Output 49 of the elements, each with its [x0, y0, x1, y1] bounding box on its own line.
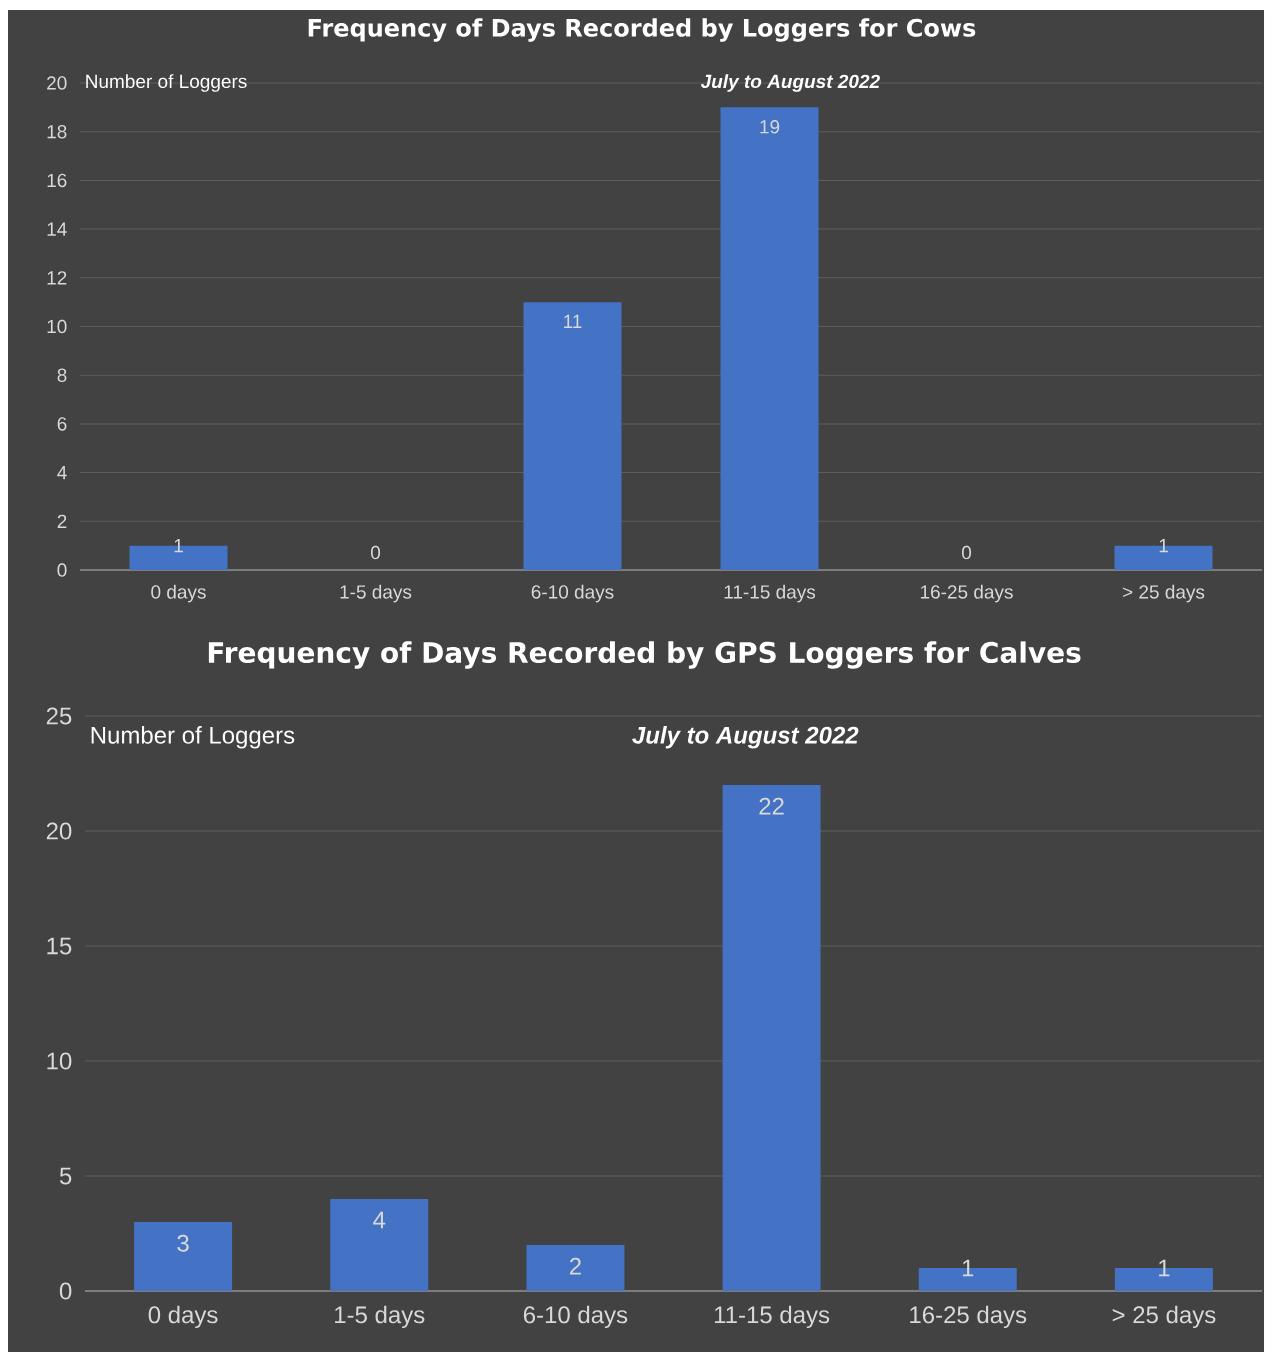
y-tick-label: 16 [47, 173, 67, 188]
x-tick-label: 11-15 days [724, 584, 816, 603]
data-label: 0 [370, 545, 381, 560]
y-tick-label: 8 [57, 368, 67, 382]
data-label: 11 [564, 314, 582, 328]
y-tick-label: 18 [47, 124, 67, 139]
y-tick-label: 25 [46, 707, 72, 725]
y-axis-title: Number of Loggers [91, 726, 295, 749]
chart-title: Frequency of Days Recorded by GPS Loggers for Calves [208, 641, 1081, 669]
x-tick-label: 16-25 days [920, 584, 1013, 603]
bar [134, 1222, 233, 1292]
bar [722, 785, 821, 1292]
y-tick-label: 15 [47, 937, 72, 955]
y-axis-title: Number of Loggers [86, 74, 247, 92]
y-tick-label: 6 [57, 417, 67, 431]
y-tick-label: 0 [57, 563, 67, 577]
y-tick-label: 2 [57, 514, 67, 528]
x-tick-label: > 25 days [1122, 584, 1205, 603]
y-tick-label: 14 [47, 222, 67, 236]
y-tick-label: 20 [46, 822, 72, 840]
y-tick-label: 0 [59, 1282, 72, 1300]
x-tick-label: 16-25 days [910, 1305, 1027, 1329]
bar [330, 1199, 429, 1292]
data-label: 22 [759, 797, 784, 815]
x-tick-label: 6-10 days [523, 1305, 628, 1329]
bar [720, 107, 819, 571]
x-tick-label: 0 days [151, 584, 206, 603]
x-tick-label: 1-5 days [335, 1305, 425, 1329]
data-label: 0 [961, 545, 972, 560]
chart-subtitle: July to August 2022 [700, 74, 880, 92]
y-tick-label: 20 [47, 76, 67, 90]
y-tick-label: 5 [59, 1167, 72, 1185]
y-tick-label: 10 [47, 1052, 72, 1070]
data-label: 2 [569, 1257, 581, 1275]
x-tick-label: 0 days [148, 1305, 218, 1329]
x-tick-label: 11-15 days [714, 1305, 830, 1329]
y-tick-label: 12 [47, 271, 67, 285]
chart-subtitle: July to August 2022 [632, 726, 859, 749]
bar [523, 302, 622, 571]
bar [526, 1245, 625, 1292]
x-tick-label: > 25 days [1112, 1305, 1216, 1329]
x-tick-label: 1-5 days [340, 584, 412, 603]
x-tick-label: 6-10 days [531, 584, 614, 603]
chart-title: Frequency of Days Recorded by Loggers for Cows [308, 18, 976, 42]
data-label: 3 [177, 1234, 189, 1252]
data-label: 4 [373, 1211, 386, 1229]
y-tick-label: 4 [57, 466, 67, 480]
data-label: 19 [760, 120, 780, 134]
y-tick-label: 10 [47, 319, 67, 334]
